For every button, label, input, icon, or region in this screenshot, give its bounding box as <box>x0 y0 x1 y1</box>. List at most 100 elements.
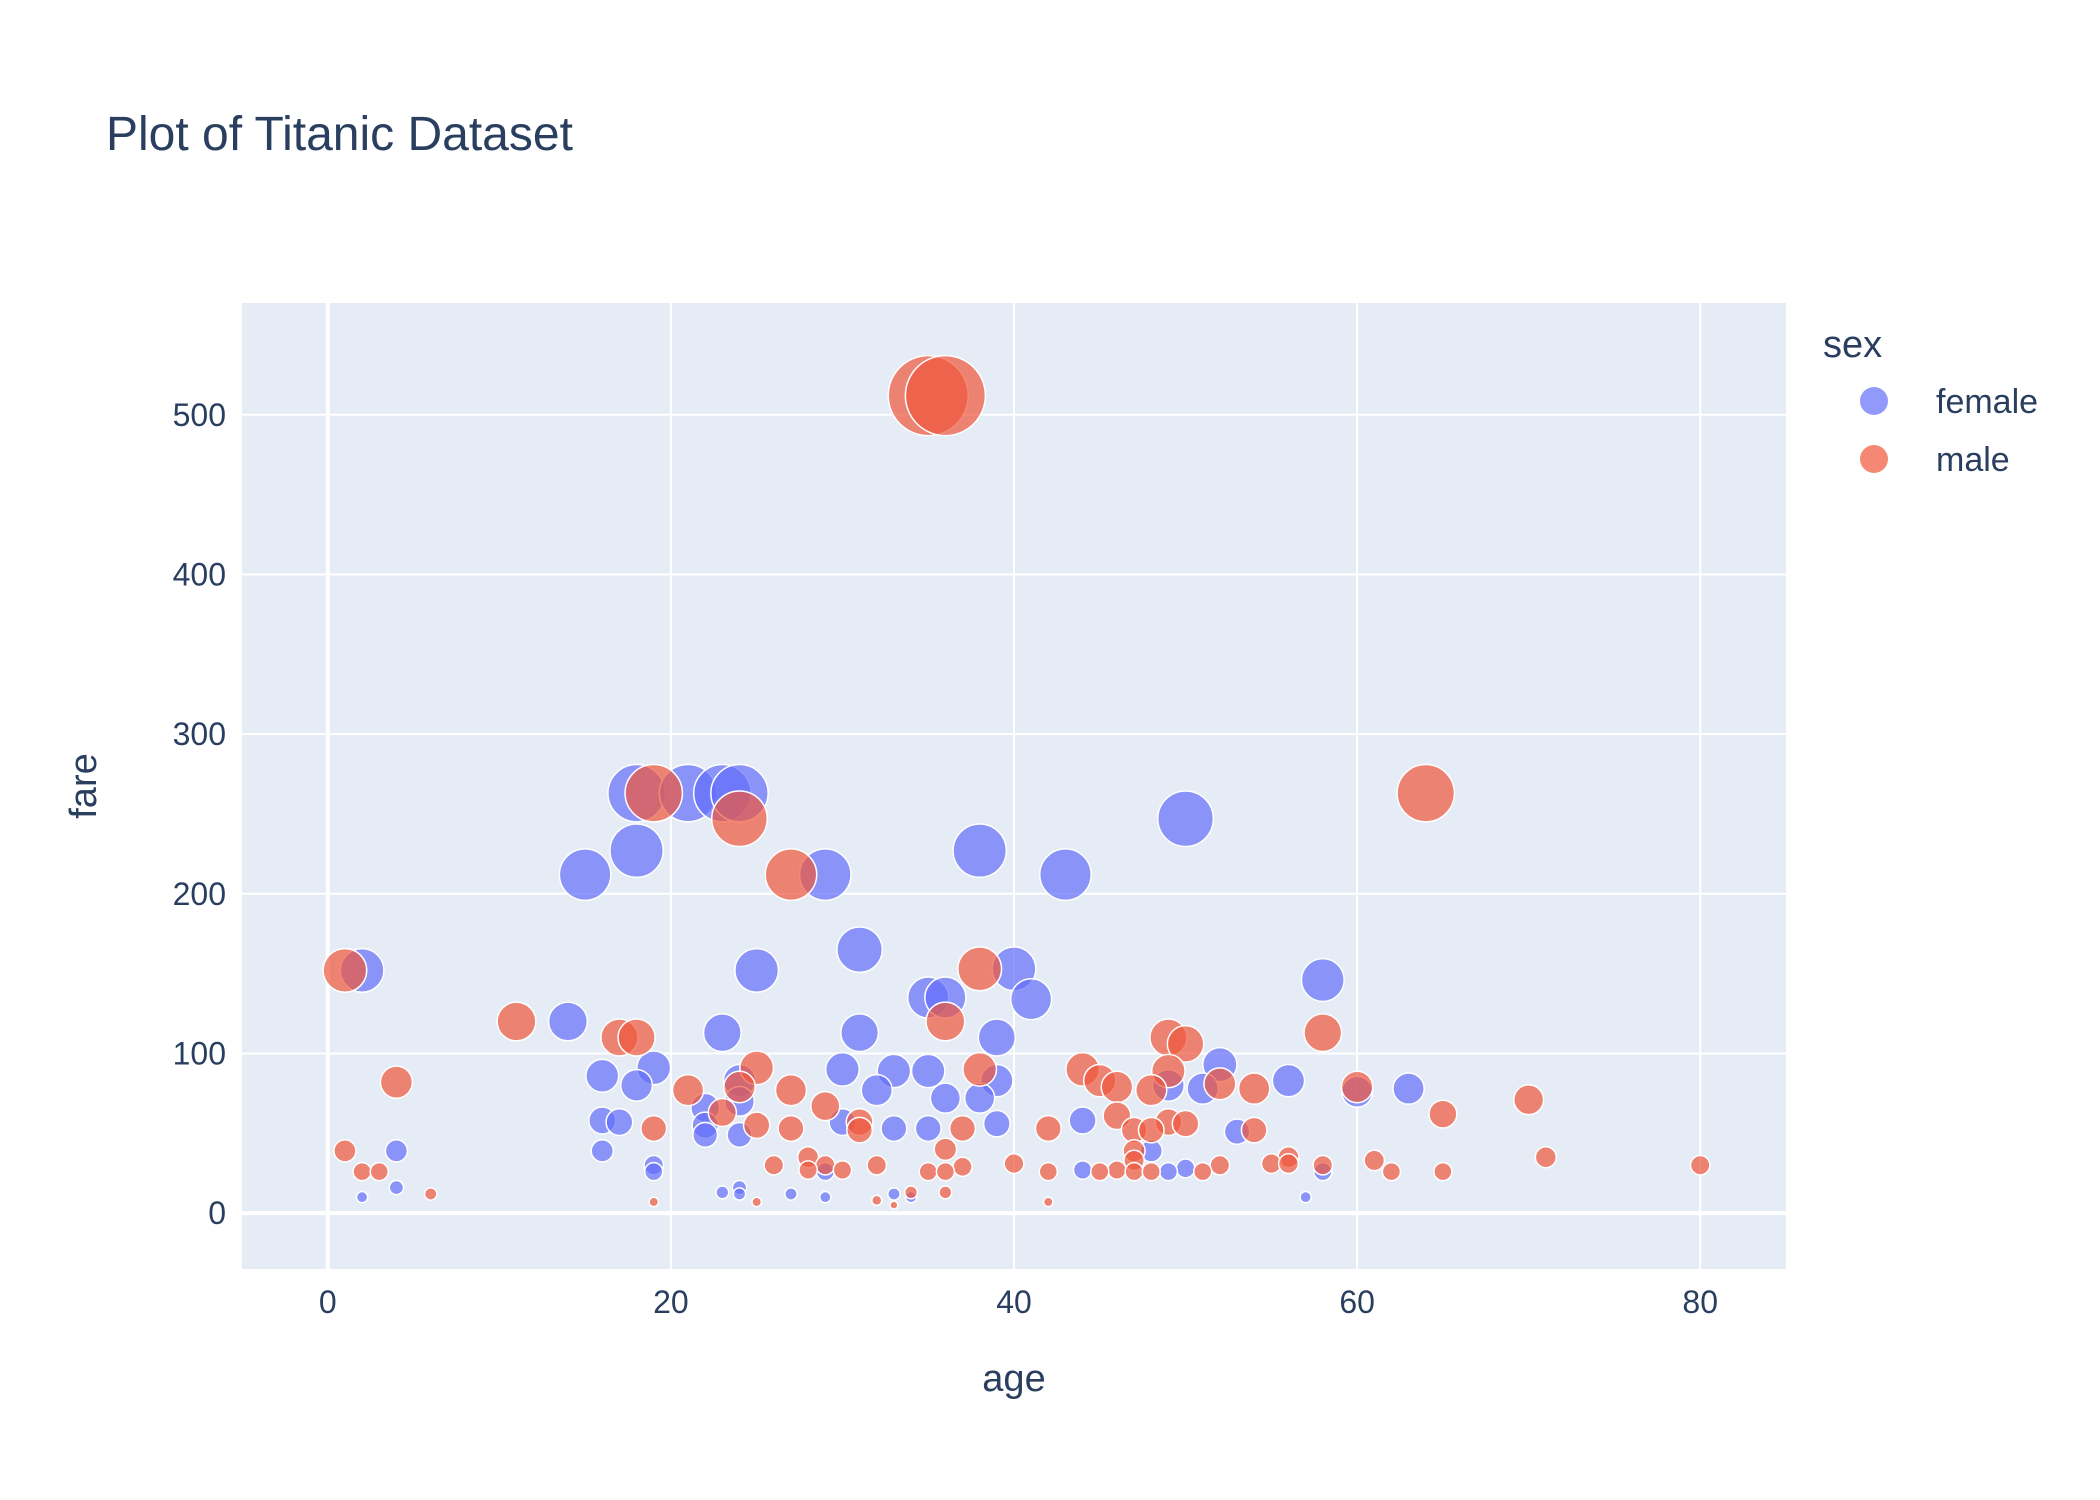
female-point[interactable] <box>952 823 1008 879</box>
male-point[interactable] <box>1433 1161 1453 1182</box>
legend-label-female[interactable]: female <box>1936 383 2038 421</box>
male-point[interactable] <box>1396 763 1456 823</box>
male-point[interactable] <box>1141 1161 1162 1182</box>
male-point[interactable] <box>1513 1084 1545 1116</box>
female-point[interactable] <box>824 1051 860 1087</box>
male-point[interactable] <box>957 946 1003 992</box>
female-point[interactable] <box>977 1018 1017 1057</box>
male-point[interactable] <box>624 763 684 823</box>
male-point[interactable] <box>798 1160 819 1180</box>
male-point[interactable] <box>379 1065 414 1099</box>
female-point[interactable] <box>1299 1190 1312 1204</box>
male-point[interactable] <box>1689 1154 1711 1176</box>
female-point[interactable] <box>590 1139 615 1163</box>
male-point[interactable] <box>774 1073 808 1107</box>
female-point[interactable] <box>715 1185 730 1200</box>
female-point[interactable] <box>840 1013 880 1053</box>
female-point[interactable] <box>643 1161 664 1182</box>
male-point[interactable] <box>925 1001 966 1042</box>
male-point[interactable] <box>904 354 987 437</box>
male-point[interactable] <box>1166 1024 1205 1063</box>
male-point[interactable] <box>763 1154 785 1176</box>
female-point[interactable] <box>836 926 884 974</box>
male-point[interactable] <box>1209 1154 1231 1176</box>
male-point[interactable] <box>903 1185 919 1200</box>
male-point[interactable] <box>742 1111 771 1140</box>
female-point[interactable] <box>880 1114 908 1143</box>
female-point[interactable] <box>963 1082 996 1114</box>
male-point[interactable] <box>764 848 818 902</box>
male-point[interactable] <box>369 1161 390 1182</box>
female-point[interactable] <box>388 1179 405 1196</box>
female-point[interactable] <box>1300 957 1345 1003</box>
legend-label-male[interactable]: male <box>1936 441 2010 479</box>
male-point[interactable] <box>1090 1161 1110 1182</box>
female-point[interactable] <box>910 1053 946 1089</box>
male-point[interactable] <box>1363 1149 1386 1172</box>
male-point[interactable] <box>423 1187 438 1201</box>
female-point[interactable] <box>620 1068 654 1102</box>
male-point[interactable] <box>1124 1161 1144 1182</box>
male-point[interactable] <box>1240 1116 1268 1144</box>
female-point[interactable] <box>1157 790 1215 848</box>
male-point[interactable] <box>1137 1116 1165 1144</box>
male-point[interactable] <box>707 1097 738 1128</box>
female-point[interactable] <box>605 1108 634 1137</box>
male-point[interactable] <box>1042 1196 1054 1208</box>
male-point[interactable] <box>1340 1070 1374 1104</box>
legend-marker-male[interactable] <box>1860 445 1888 473</box>
male-point[interactable] <box>1277 1153 1300 1175</box>
male-point[interactable] <box>617 1018 656 1057</box>
female-point[interactable] <box>609 823 664 879</box>
male-point[interactable] <box>710 790 769 848</box>
male-point[interactable] <box>1034 1114 1062 1143</box>
female-point[interactable] <box>982 1109 1011 1138</box>
male-point[interactable] <box>889 1200 899 1210</box>
female-point[interactable] <box>734 947 780 993</box>
female-point[interactable] <box>1392 1072 1425 1105</box>
male-point[interactable] <box>935 1161 956 1182</box>
male-point[interactable] <box>1303 1013 1343 1053</box>
male-point[interactable] <box>1203 1067 1237 1101</box>
female-point[interactable] <box>702 1013 742 1053</box>
female-point[interactable] <box>558 848 612 902</box>
female-point[interactable] <box>1009 977 1053 1021</box>
female-point[interactable] <box>732 1187 747 1201</box>
male-point[interactable] <box>1171 1109 1200 1138</box>
female-point[interactable] <box>1158 1161 1179 1182</box>
male-point[interactable] <box>938 1185 953 1200</box>
male-point[interactable] <box>832 1160 853 1180</box>
male-point[interactable] <box>1003 1153 1025 1175</box>
male-point[interactable] <box>952 1156 973 1178</box>
male-point[interactable] <box>933 1137 958 1162</box>
male-point[interactable] <box>1106 1160 1127 1180</box>
male-point[interactable] <box>640 1114 668 1143</box>
male-point[interactable] <box>1312 1154 1334 1176</box>
male-point[interactable] <box>777 1114 805 1143</box>
male-point[interactable] <box>948 1114 977 1143</box>
female-point[interactable] <box>929 1082 962 1114</box>
male-point[interactable] <box>648 1196 660 1208</box>
female-point[interactable] <box>585 1058 620 1093</box>
female-point[interactable] <box>692 1121 719 1149</box>
male-point[interactable] <box>1038 1161 1059 1182</box>
male-point[interactable] <box>1100 1070 1134 1104</box>
male-point[interactable] <box>962 1051 998 1087</box>
male-point[interactable] <box>1534 1146 1558 1169</box>
male-point[interactable] <box>496 1001 537 1042</box>
male-point[interactable] <box>810 1090 841 1122</box>
female-point[interactable] <box>355 1190 369 1204</box>
male-point[interactable] <box>1381 1161 1402 1182</box>
male-point[interactable] <box>1134 1073 1168 1107</box>
male-point[interactable] <box>352 1161 372 1182</box>
male-point[interactable] <box>1237 1072 1271 1105</box>
female-point[interactable] <box>1072 1160 1093 1180</box>
female-point[interactable] <box>914 1114 942 1143</box>
male-point[interactable] <box>322 947 368 993</box>
female-point[interactable] <box>784 1187 798 1201</box>
male-point[interactable] <box>918 1161 938 1182</box>
female-point[interactable] <box>1038 848 1092 902</box>
male-point[interactable] <box>866 1154 888 1176</box>
male-point[interactable] <box>871 1194 883 1207</box>
male-point[interactable] <box>333 1139 357 1163</box>
